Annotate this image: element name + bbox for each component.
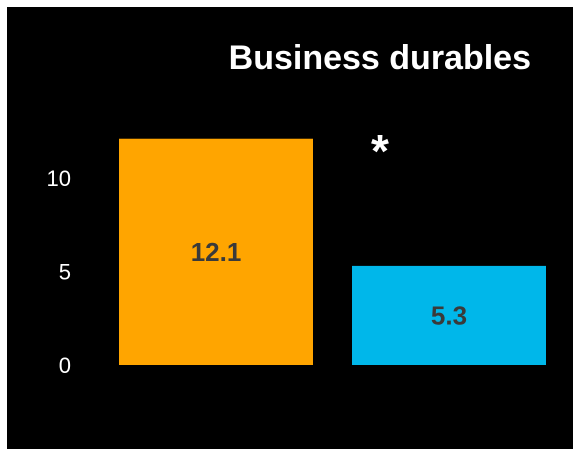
chart-canvas: Business durables * 0 5 10 12.1 5.3 [7, 7, 573, 449]
bar [352, 265, 546, 365]
significance-annotation: * [371, 125, 389, 177]
y-tick-label: 5 [59, 260, 71, 285]
y-axis-ticks: 0 5 10 [47, 166, 71, 378]
bar-value-label: 5.3 [431, 300, 467, 330]
bar-chart: Business durables * 0 5 10 12.1 5.3 [47, 39, 546, 378]
bar-value-label: 12.1 [191, 237, 242, 267]
bar [119, 138, 313, 365]
y-tick-label: 10 [47, 166, 71, 191]
chart-title: Business durables [229, 39, 531, 77]
bar-value-labels: 12.1 5.3 [191, 237, 467, 331]
bars [119, 138, 546, 365]
y-tick-label: 0 [59, 353, 71, 378]
